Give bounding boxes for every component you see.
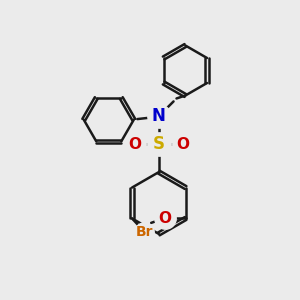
Text: N: N (152, 107, 166, 125)
Text: O: O (128, 136, 141, 152)
Text: S: S (153, 135, 165, 153)
Text: O: O (158, 211, 172, 226)
Text: O: O (176, 136, 190, 152)
Text: Br: Br (136, 225, 153, 239)
